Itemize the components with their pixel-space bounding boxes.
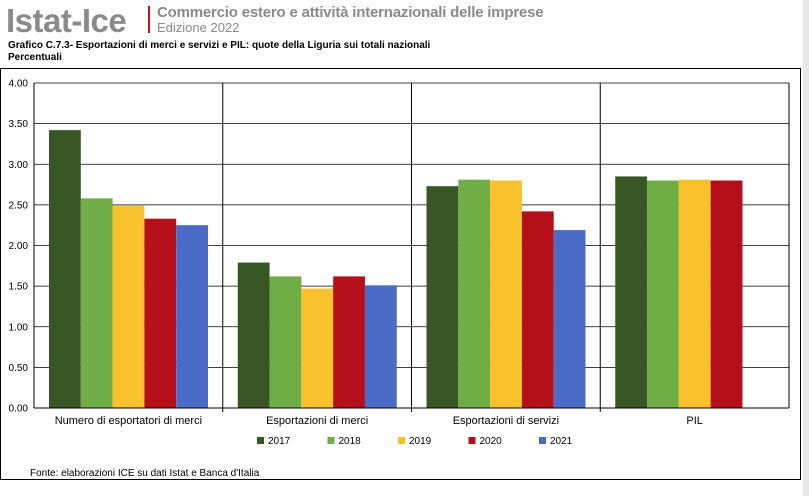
bar-2020-1 xyxy=(144,218,177,408)
y-tick-label: 1.00 xyxy=(9,322,29,333)
bar-2017-2 xyxy=(237,262,270,408)
legend-label-2017: 2017 xyxy=(268,436,291,447)
y-tick-label: 0.00 xyxy=(9,404,29,415)
y-tick-labels: 0.00 0.50 1.00 1.50 2.00 2.50 3.00 3.50 4.00 xyxy=(9,79,29,415)
legend-label-2018: 2018 xyxy=(339,436,362,447)
legend-swatch-2020 xyxy=(468,437,476,444)
bars xyxy=(49,130,743,408)
bar-2020-3 xyxy=(521,211,554,408)
bar-2018-2 xyxy=(269,276,302,408)
y-tick-label: 1.50 xyxy=(9,282,29,293)
legend-label-2021: 2021 xyxy=(550,436,573,447)
bar-2020-4 xyxy=(710,180,743,408)
bar-2017-1 xyxy=(49,130,81,408)
y-tick-label: 3.00 xyxy=(9,160,29,171)
bar-2017-4 xyxy=(615,176,648,408)
y-tick-label: 0.50 xyxy=(9,363,29,374)
bar-2017-3 xyxy=(426,186,459,408)
bar-2019-1 xyxy=(112,205,145,408)
chart-unit-label: Percentuali xyxy=(8,52,62,63)
y-tick-label: 4.00 xyxy=(9,79,29,90)
bar-2021-3 xyxy=(553,230,586,408)
legend-label-2019: 2019 xyxy=(409,436,432,447)
legend-swatch-2019 xyxy=(398,437,405,444)
bar-2019-2 xyxy=(301,288,334,408)
window-edge xyxy=(803,0,809,496)
legend-swatch-2021 xyxy=(539,437,546,444)
y-tick-label: 2.50 xyxy=(9,200,29,211)
bar-2020-2 xyxy=(333,276,365,408)
source-note: Fonte: elaborazioni ICE su dati Istat e … xyxy=(30,468,260,479)
category-separators xyxy=(222,83,601,412)
legend: 2017 2018 2019 2020 2021 xyxy=(257,436,573,447)
x-tick-label: Esportazioni di merci xyxy=(266,415,368,427)
x-tick-label: Esportazioni di servizi xyxy=(453,415,559,427)
y-tick-label: 2.00 xyxy=(9,241,29,252)
x-tick-labels: Numero di esportatori di merci Esportazio… xyxy=(55,415,703,427)
publication-edition: Edizione 2022 xyxy=(157,20,240,35)
bar-2018-1 xyxy=(80,198,113,408)
brand-divider xyxy=(148,6,150,33)
bar-2019-3 xyxy=(490,180,522,408)
axes xyxy=(33,83,790,409)
x-tick-label: Numero di esportatori di merci xyxy=(55,415,202,427)
x-tick-label: PIL xyxy=(686,415,703,427)
bar-2018-4 xyxy=(647,180,679,408)
publication-title: Commercio estero e attività internaziona… xyxy=(157,4,544,21)
y-tick-label: 3.50 xyxy=(9,119,29,130)
bar-2019-4 xyxy=(678,179,711,408)
chart-title: Grafico C.7.3- Esportazioni di merci e s… xyxy=(8,40,431,51)
bar-2018-3 xyxy=(458,179,491,408)
bar-2021-1 xyxy=(176,225,208,408)
legend-label-2020: 2020 xyxy=(480,436,503,447)
chart-frame xyxy=(0,68,801,480)
bar-2021-2 xyxy=(364,285,397,408)
brand-name: Istat-Ice xyxy=(6,2,127,39)
legend-swatch-2017 xyxy=(257,437,264,444)
legend-swatch-2018 xyxy=(327,437,335,444)
